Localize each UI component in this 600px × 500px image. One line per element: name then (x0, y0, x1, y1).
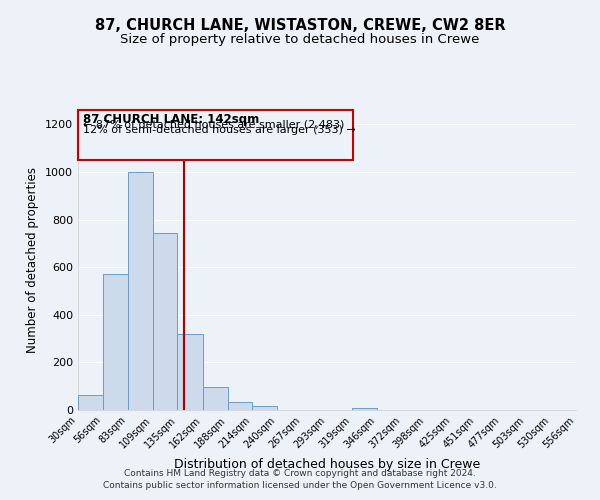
Text: 12% of semi-detached houses are larger (353) →: 12% of semi-detached houses are larger (… (83, 125, 355, 135)
Bar (227, 402, 252, 410)
Text: 87 CHURCH LANE: 142sqm: 87 CHURCH LANE: 142sqm (83, 114, 259, 126)
Text: Size of property relative to detached houses in Crewe: Size of property relative to detached ho… (121, 32, 479, 46)
Text: ← 87% of detached houses are smaller (2,483): ← 87% of detached houses are smaller (2,… (83, 120, 344, 130)
X-axis label: Distribution of detached houses by size in Crewe: Distribution of detached houses by size … (174, 458, 480, 471)
FancyBboxPatch shape (78, 110, 353, 160)
Bar (203, 388, 227, 410)
Text: 87, CHURCH LANE, WISTASTON, CREWE, CW2 8ER: 87, CHURCH LANE, WISTASTON, CREWE, CW2 8… (95, 18, 505, 32)
Text: Contains public sector information licensed under the Open Government Licence v3: Contains public sector information licen… (103, 481, 497, 490)
Bar (352, 408, 377, 410)
Bar (178, 334, 203, 410)
Bar (153, 232, 178, 410)
Y-axis label: Number of detached properties: Number of detached properties (26, 167, 40, 353)
Bar (252, 406, 277, 410)
Bar (78, 394, 103, 410)
Bar (128, 172, 153, 410)
Bar (103, 274, 128, 410)
Text: Contains HM Land Registry data © Crown copyright and database right 2024.: Contains HM Land Registry data © Crown c… (124, 468, 476, 477)
